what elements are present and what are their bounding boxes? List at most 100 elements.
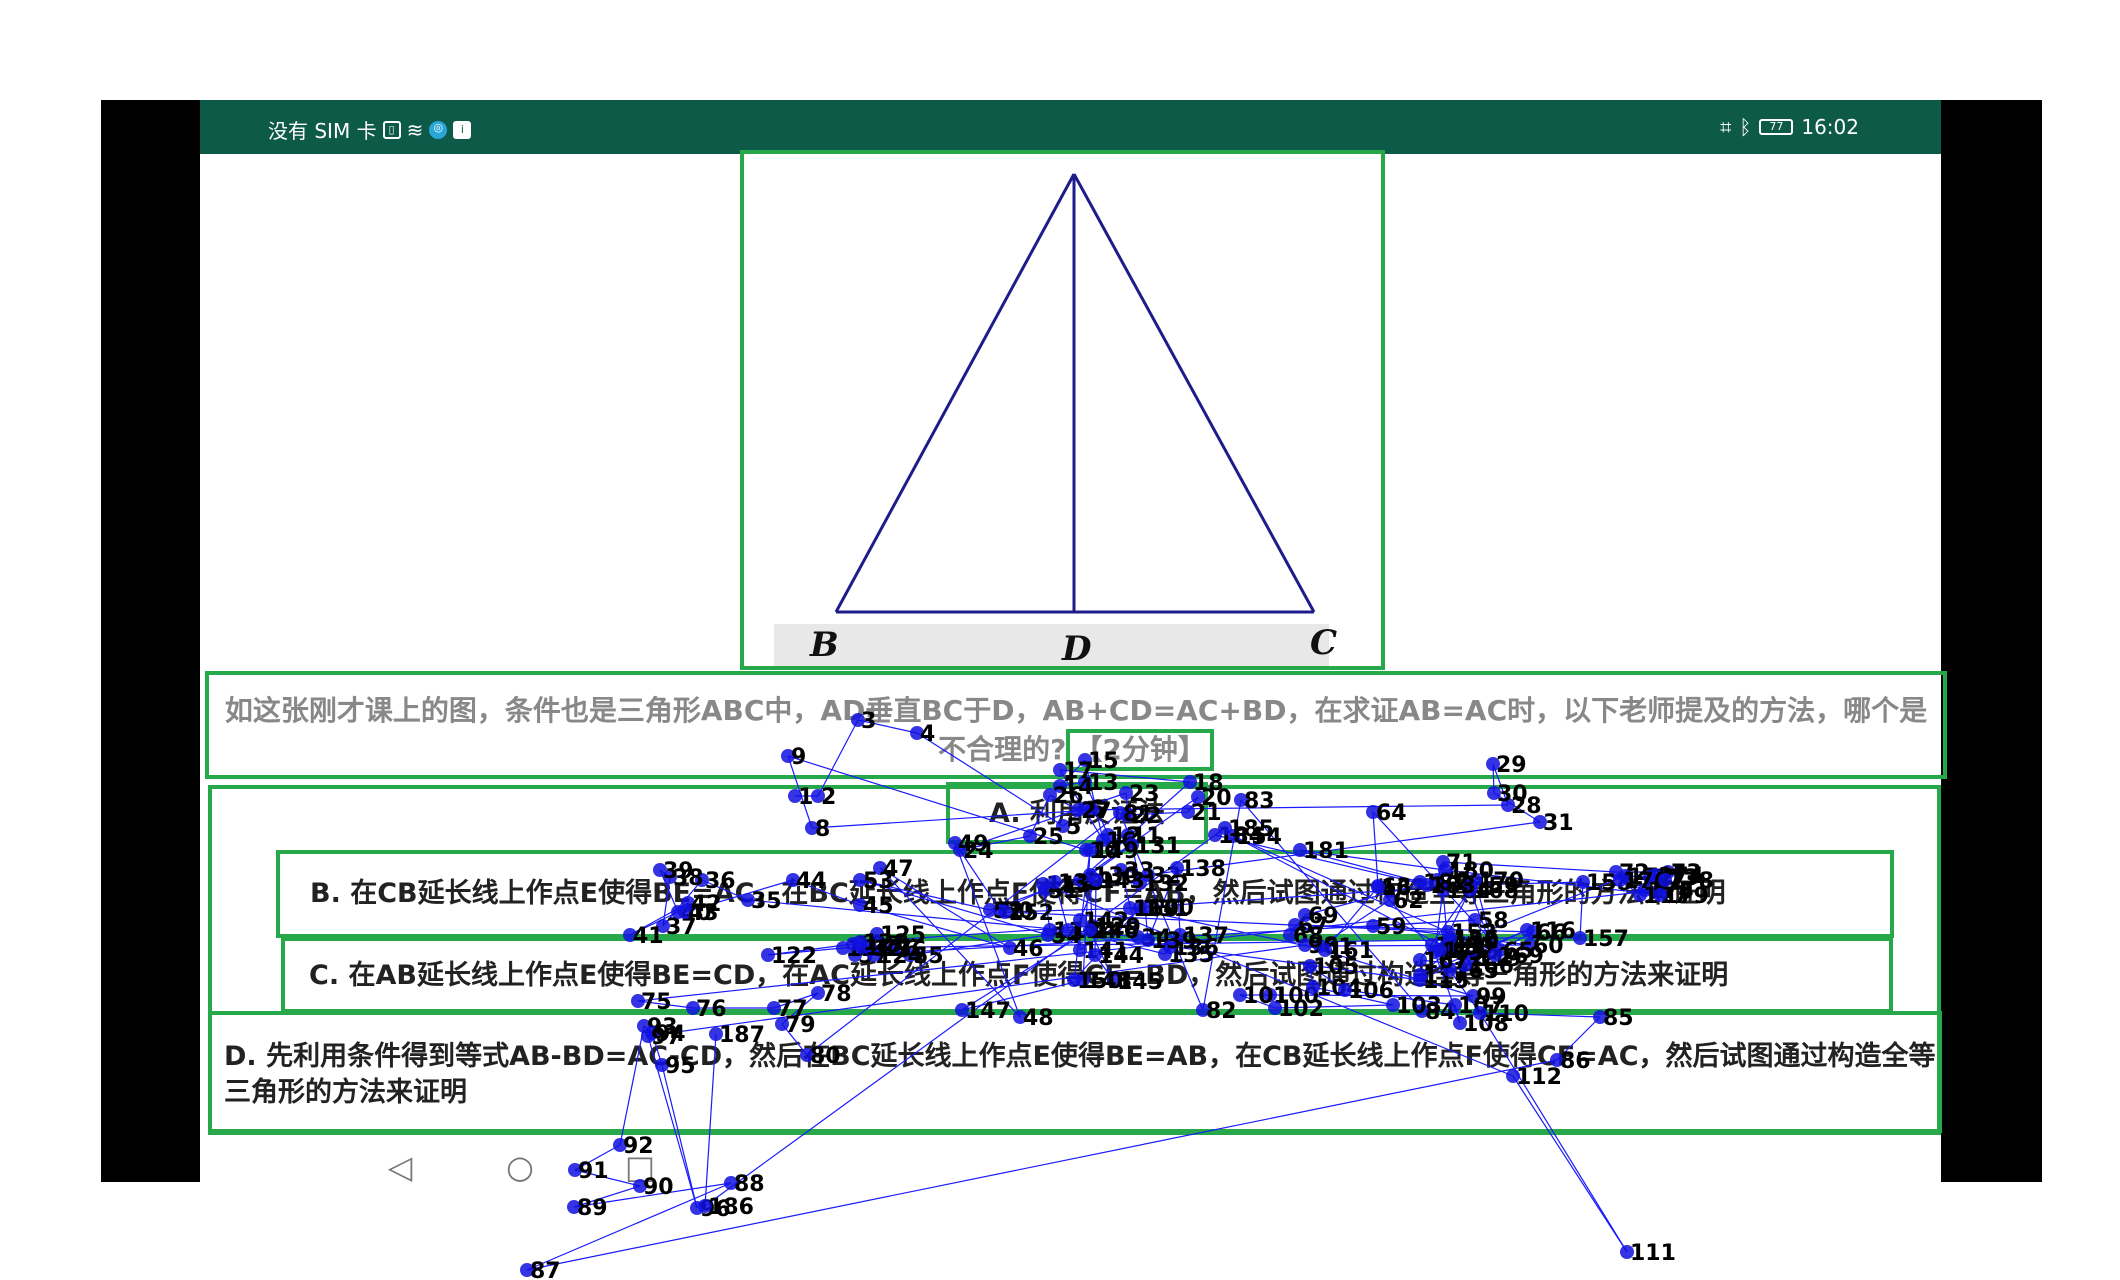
gaze-segment	[1004, 907, 1141, 913]
gaze-point	[1420, 878, 1434, 892]
home-button[interactable]: ○	[506, 1148, 534, 1186]
gaze-point	[1448, 998, 1462, 1012]
gaze-segment	[619, 1025, 645, 1146]
gaze-point	[1533, 815, 1547, 829]
gaze-point	[1436, 883, 1450, 897]
gaze-point-label: 179	[1663, 884, 1709, 909]
gaze-point	[1318, 943, 1332, 957]
gaze-segment	[1232, 835, 1446, 948]
gaze-point-label: 83	[1244, 789, 1275, 814]
gaze-point	[1183, 775, 1197, 789]
gaze-point	[853, 873, 867, 887]
gaze-point-label: 110	[1483, 1002, 1529, 1027]
gaze-point-label: 75	[641, 990, 672, 1015]
side-ac	[1072, 173, 1316, 613]
gaze-point	[1113, 806, 1127, 820]
gaze-segment	[1129, 884, 1471, 909]
gaze-point-label: 76	[696, 997, 727, 1022]
question-text: 如这张刚才课上的图，条件也是三角形ABC中，AD垂直BC于D，AB+CD=AC+…	[224, 694, 1928, 766]
gaze-point-label: 38	[673, 866, 704, 891]
gaze-point	[1620, 1245, 1634, 1259]
gaze-point	[655, 1058, 669, 1072]
gaze-point-label: 152	[1008, 901, 1054, 926]
gaze-point	[761, 948, 775, 962]
gaze-point-label: 79	[785, 1013, 816, 1038]
gaze-point	[1088, 948, 1102, 962]
gaze-point-label: 4	[920, 722, 935, 747]
gaze-point-label: 58	[1478, 909, 1509, 934]
gaze-point	[1433, 943, 1447, 957]
gaze-point	[998, 905, 1012, 919]
gaze-point	[1233, 988, 1247, 1002]
info-icon: i	[453, 120, 472, 139]
gaze-point-label: 132	[1143, 872, 1189, 897]
sim-status: 没有 SIM 卡	[268, 119, 377, 143]
gaze-point-label: 48	[1023, 1006, 1054, 1031]
gaze-segment	[704, 1033, 717, 1207]
gaze-point-label: 180	[1448, 859, 1494, 884]
status-right: ⌗ ᛒ 77 16:02	[1720, 115, 1859, 139]
gaze-segment	[1312, 986, 1394, 1006]
gaze-point	[1468, 913, 1482, 927]
gaze-point-label: 116	[1530, 919, 1576, 944]
gaze-point	[709, 1027, 723, 1041]
gaze-point-label: 62	[1393, 889, 1424, 914]
gaze-segment	[792, 879, 861, 906]
option-d[interactable]: D. 先利用条件得到等式AB-BD=AC-CD，然后在BC延长线上作点E使得BE…	[208, 1011, 1942, 1133]
gaze-point	[1488, 948, 1502, 962]
gaze-segment	[1474, 879, 1496, 956]
gaze-point-label: 137	[1183, 924, 1229, 949]
gaze-segment	[574, 1169, 641, 1187]
gaze-point	[1298, 908, 1312, 922]
gaze-segment	[1147, 867, 1178, 941]
gaze-point-label: 44	[796, 869, 827, 894]
gaze-segment	[573, 1185, 641, 1208]
gaze-point-label: 24	[963, 839, 994, 864]
gaze-point-label: 95	[665, 1054, 696, 1079]
gaze-point-label: 138	[1180, 857, 1226, 882]
gaze-point	[1366, 919, 1380, 933]
gaze-segment	[573, 1182, 732, 1208]
gaze-point	[910, 726, 924, 740]
question-box: 如这张刚才课上的图，条件也是三角形ABC中，AD垂直BC于D，AB+CD=AC+…	[205, 671, 1947, 779]
gaze-segment	[1512, 1075, 1628, 1253]
gaze-segment	[526, 1059, 1558, 1271]
gaze-point-label: 140	[1148, 896, 1194, 921]
gaze-point	[1293, 843, 1307, 857]
gaze-point	[1268, 1001, 1282, 1015]
gaze-point-label: 80	[810, 1044, 841, 1069]
gaze-point	[1043, 788, 1057, 802]
gaze-segment	[701, 879, 749, 901]
gaze-point	[1234, 793, 1248, 807]
gaze-point	[775, 1017, 789, 1031]
timer-label: 【2分钟】	[1066, 729, 1214, 771]
gaze-point	[805, 821, 819, 835]
gaze-segment	[806, 812, 1121, 1056]
gaze-segment	[1579, 881, 1584, 939]
gaze-point-label: 161	[1328, 939, 1374, 964]
gaze-segment	[704, 827, 1226, 1207]
gaze-point-label: 14	[1063, 775, 1094, 800]
gaze-segment	[1077, 804, 1509, 811]
figure-shadow	[774, 624, 1329, 666]
gaze-point	[656, 919, 670, 933]
gaze-point-label: 31	[1543, 811, 1574, 836]
gaze-point	[786, 873, 800, 887]
gaze-point-label: 183	[1430, 874, 1476, 899]
gaze-segment	[773, 992, 819, 1009]
gaze-point	[853, 935, 867, 949]
gaze-point	[1303, 959, 1317, 973]
back-button[interactable]: ◁	[387, 1148, 413, 1186]
gaze-segment	[1324, 886, 1379, 951]
gaze-point-label: 30	[1497, 782, 1528, 807]
gaze-segment	[1444, 869, 1661, 896]
gaze-segment	[1073, 907, 1141, 981]
nav-bar: ◁ ○ □	[380, 1148, 660, 1186]
gaze-segment	[961, 929, 1091, 1011]
gaze-point	[1036, 877, 1050, 891]
gaze-segment	[1469, 881, 1584, 886]
gaze-point	[800, 1048, 814, 1062]
gaze-point-label: 59	[1376, 915, 1407, 940]
gaze-point-label: 15	[1088, 749, 1119, 774]
